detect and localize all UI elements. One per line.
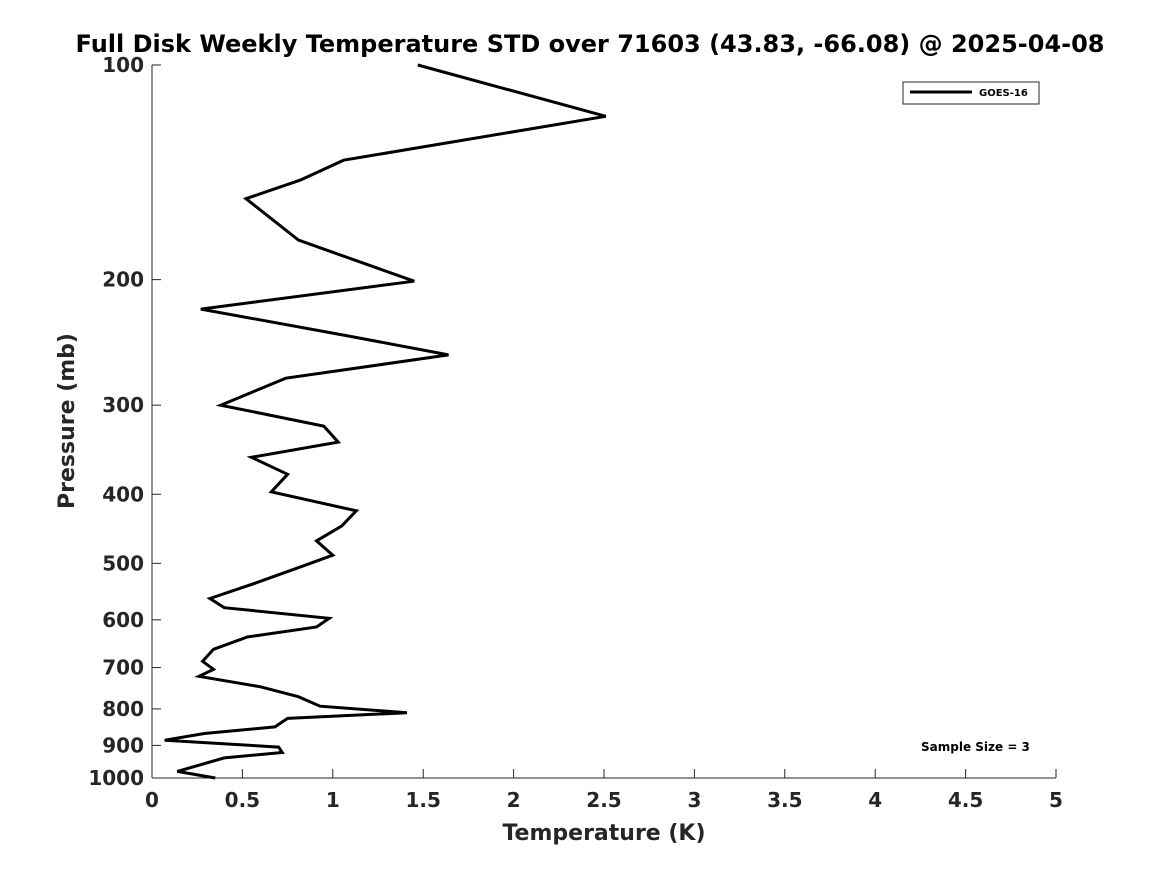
legend-entry-goes-16: GOES-16 <box>979 88 1028 99</box>
x-tick-label: 3.5 <box>767 788 802 812</box>
y-tick-label: 700 <box>102 656 144 680</box>
sample-size-annotation: Sample Size = 3 <box>921 740 1030 754</box>
y-tick-label: 900 <box>102 733 144 757</box>
x-tick-label: 3 <box>687 788 701 812</box>
x-tick-label: 2.5 <box>586 788 621 812</box>
x-tick-label: 4.5 <box>948 788 983 812</box>
series-line-goes-16 <box>164 63 607 780</box>
chart-title: Full Disk Weekly Temperature STD over 71… <box>76 30 1105 58</box>
y-tick-label: 300 <box>102 393 144 417</box>
y-tick-label: 800 <box>102 697 144 721</box>
plot-area: 0 0.5 1 1.5 2 2.5 3 3.5 4 4.5 5 100 200 300 400 500 600 7… <box>88 53 1063 812</box>
y-axis-label: Pressure (mb) <box>55 333 80 509</box>
x-tick-label: 2 <box>507 788 521 812</box>
x-tick-label: 1.5 <box>405 788 440 812</box>
x-tick-label: 4 <box>868 788 882 812</box>
x-tick-label: 0 <box>145 788 159 812</box>
y-tick-label: 400 <box>102 482 144 506</box>
y-tick-label: 200 <box>102 268 144 292</box>
x-axis-label: Temperature (K) <box>502 821 705 846</box>
x-tick-label: 0.5 <box>225 788 260 812</box>
legend: GOES-16 <box>902 81 1040 105</box>
y-tick-label: 1000 <box>88 766 144 790</box>
x-tick-label: 1 <box>326 788 340 812</box>
y-tick-label: 500 <box>102 551 144 575</box>
y-tick-label: 600 <box>102 608 144 632</box>
y-tick-label: 100 <box>102 53 144 77</box>
x-tick-label: 5 <box>1049 788 1063 812</box>
